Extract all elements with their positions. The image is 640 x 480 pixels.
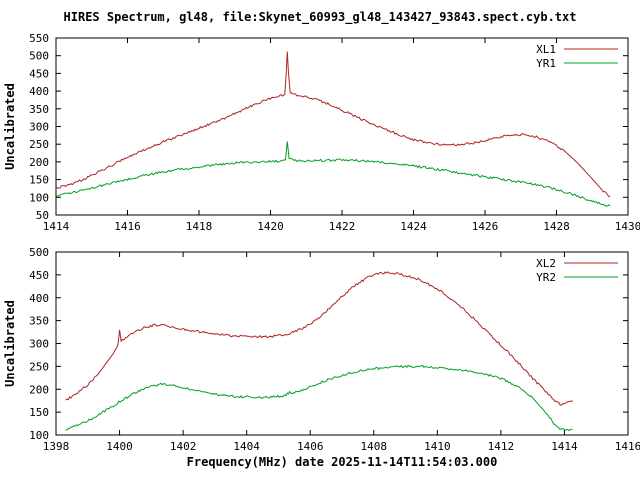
y-tick-label: 100 — [29, 429, 49, 442]
legend-label-XL1: XL1 — [536, 43, 556, 56]
x-tick-label: 1408 — [361, 440, 388, 453]
legend-label-XL2: XL2 — [536, 257, 556, 270]
y-axis-label: Uncalibrated — [3, 83, 17, 170]
x-tick-label: 1428 — [543, 220, 570, 233]
y-tick-label: 250 — [29, 138, 49, 151]
x-tick-label: 1414 — [43, 220, 70, 233]
y-tick-label: 350 — [29, 315, 49, 328]
x-tick-label: 1418 — [186, 220, 213, 233]
x-tick-label: 1422 — [329, 220, 356, 233]
y-tick-label: 350 — [29, 103, 49, 116]
x-tick-label: 1416 — [114, 220, 141, 233]
y-tick-label: 500 — [29, 246, 49, 259]
plot-1: 1414 1416 1418 1420 1422 1424 1426 1428 1430 50 10… — [3, 32, 640, 233]
y-axis-label: Uncalibrated — [3, 300, 17, 387]
y-tick-label: 400 — [29, 292, 49, 305]
x-tick-label: 1410 — [424, 440, 451, 453]
x-axis-label: Frequency(MHz) date 2025-11-14T11:54:03.… — [186, 455, 498, 469]
y-tick-label: 200 — [29, 383, 49, 396]
y-tick-label: 300 — [29, 338, 49, 351]
y-tick-label: 450 — [29, 269, 49, 282]
y-tick-label: 450 — [29, 67, 49, 80]
y-tick-label: 50 — [36, 209, 49, 222]
x-tick-label: 1414 — [551, 440, 578, 453]
x-tick-label: 1404 — [233, 440, 260, 453]
x-tick-label: 1416 — [615, 440, 640, 453]
series-YR1-line — [55, 141, 611, 207]
y-tick-label: 150 — [29, 174, 49, 187]
y-tick-label: 550 — [29, 32, 49, 45]
y-tick-label: 250 — [29, 360, 49, 373]
chart-title: HIRES Spectrum, gl48, file:Skynet_60993_… — [63, 10, 577, 24]
y-tick-label: 400 — [29, 85, 49, 98]
x-tick-label: 1424 — [400, 220, 427, 233]
series-YR2-line — [65, 364, 573, 432]
legend-label-YR1: YR1 — [536, 57, 556, 70]
x-tick-label: 1400 — [106, 440, 133, 453]
series-XL2-line — [65, 271, 573, 406]
y-tick-label: 300 — [29, 121, 49, 134]
x-tick-label: 1412 — [488, 440, 515, 453]
series-XL1-line — [55, 51, 611, 198]
y-tick-label: 100 — [29, 191, 49, 204]
x-tick-label: 1426 — [472, 220, 499, 233]
y-tick-label: 500 — [29, 50, 49, 63]
x-tick-label: 1406 — [297, 440, 324, 453]
legend-label-YR2: YR2 — [536, 271, 556, 284]
y-tick-label: 200 — [29, 156, 49, 169]
x-tick-label: 1402 — [170, 440, 197, 453]
y-tick-label: 150 — [29, 406, 49, 419]
plot-2: 1398 1400 1402 1404 1406 1408 1410 1412 1414 1416… — [3, 246, 640, 453]
x-tick-label: 1420 — [257, 220, 284, 233]
x-tick-label: 1398 — [43, 440, 70, 453]
x-tick-label: 1430 — [615, 220, 640, 233]
